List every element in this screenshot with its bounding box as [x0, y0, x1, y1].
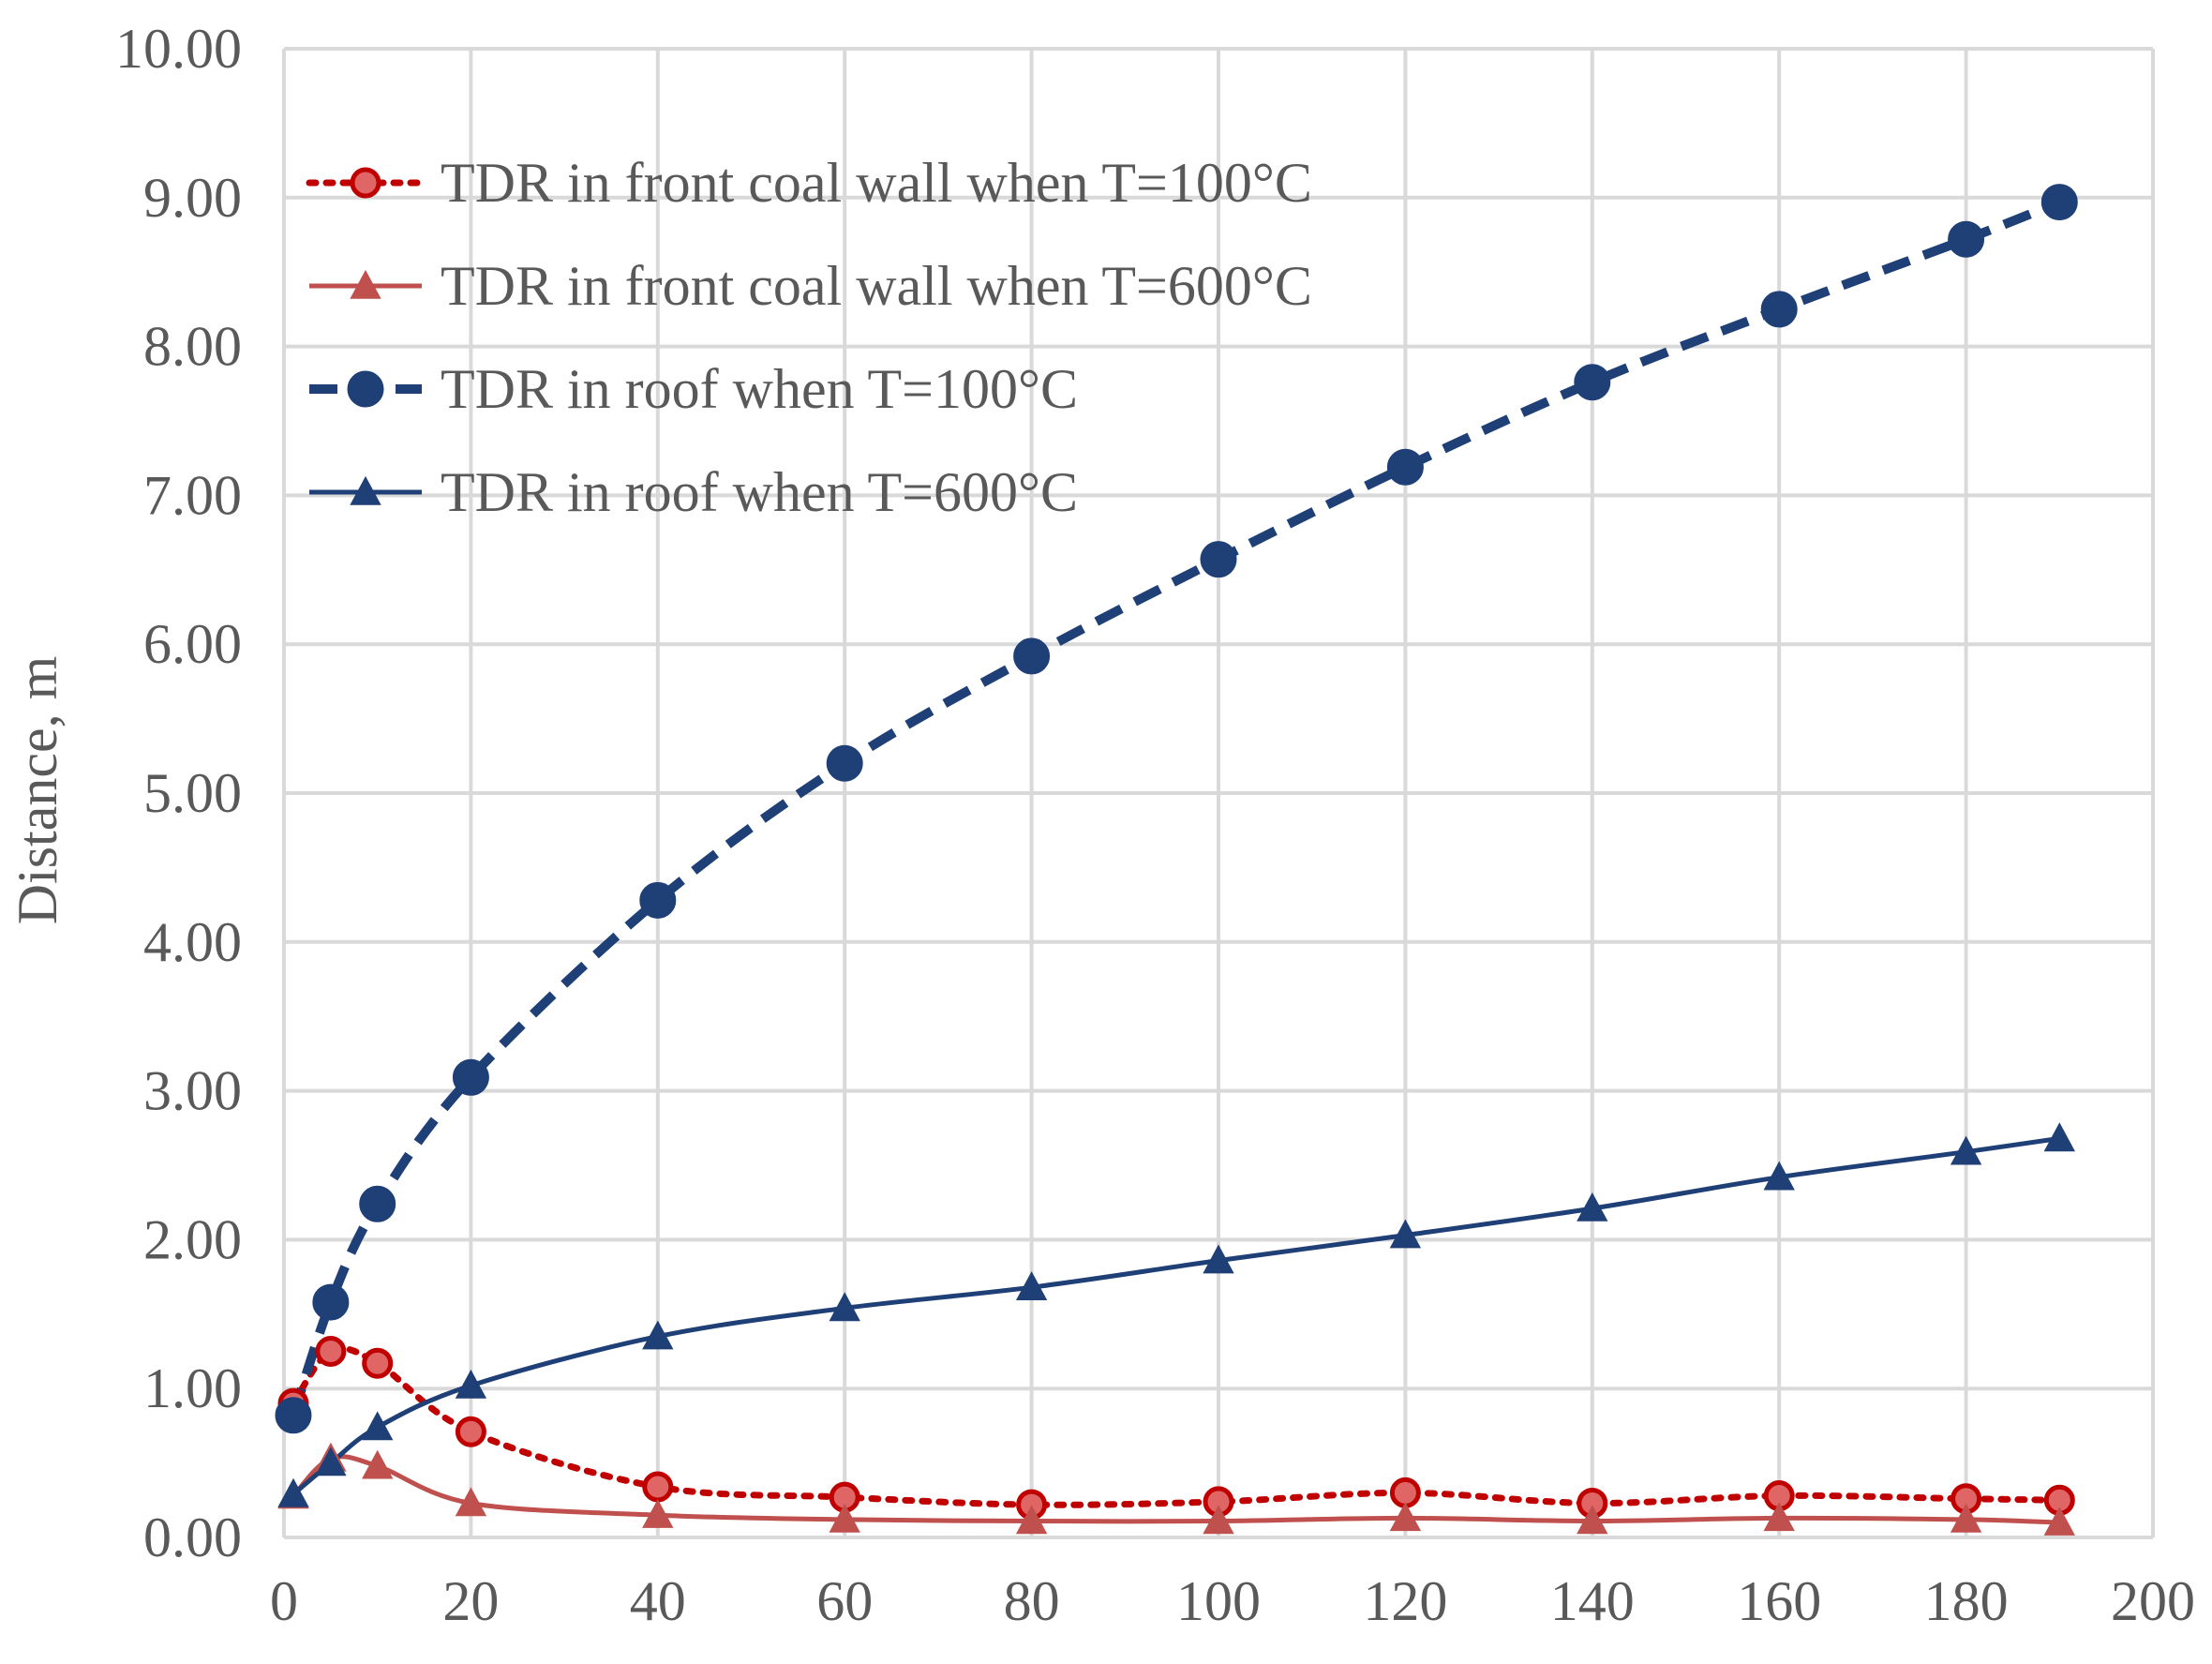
data-point-series-2	[642, 1499, 674, 1528]
data-point-series-3	[1013, 637, 1051, 675]
data-point-series-4	[2043, 1122, 2075, 1152]
x-tick-label: 40	[630, 1570, 686, 1632]
data-point-series-4	[1577, 1192, 1608, 1222]
data-point-series-2	[2043, 1506, 2075, 1536]
data-point-series-2	[1389, 1502, 1422, 1532]
legend-label-1: TDR in front coal wall when T=100°C	[441, 152, 1312, 214]
y-tick-label: 3.00	[143, 1060, 242, 1122]
y-tick-label: 7.00	[143, 464, 242, 526]
legend-marker-4	[350, 475, 381, 505]
data-point-series-2	[362, 1449, 394, 1479]
data-point-series-2	[455, 1487, 487, 1517]
data-point-series-3	[639, 881, 677, 919]
y-tick-label: 0.00	[143, 1507, 242, 1568]
y-tick-label: 4.00	[143, 911, 242, 973]
legend-marker-3	[347, 370, 384, 408]
x-tick-label: 200	[2111, 1570, 2195, 1632]
data-point-series-2	[1203, 1505, 1234, 1535]
data-point-series-1	[362, 1347, 394, 1379]
y-tick-label: 1.00	[143, 1357, 242, 1419]
data-point-series-1	[315, 1336, 347, 1367]
axes: 0 20 40 60 80 100 120 140 160 180 200 0.00 1.00 2.00 3…	[115, 18, 2195, 1632]
data-point-series-2	[1015, 1505, 1048, 1535]
x-tick-label: 140	[1550, 1570, 1635, 1632]
data-point-series-3	[2040, 184, 2078, 221]
data-point-series-1	[642, 1471, 674, 1503]
legend-label-2: TDR in front coal wall when T=600°C	[441, 255, 1312, 317]
y-axis-title: Distance, m	[7, 656, 68, 925]
data-point-series-4	[1389, 1219, 1422, 1249]
data-point-series-4	[1015, 1271, 1048, 1300]
y-tick-label: 2.00	[143, 1208, 242, 1270]
data-point-series-4	[315, 1447, 347, 1477]
data-point-series-3	[1574, 364, 1611, 401]
x-tick-label: 60	[816, 1570, 873, 1632]
data-point-series-3	[1760, 291, 1798, 328]
x-tick-label: 120	[1363, 1570, 1447, 1632]
legend-marker-2	[350, 269, 381, 299]
data-point-series-2	[1763, 1502, 1795, 1532]
data-point-series-2	[1950, 1503, 1982, 1533]
data-point-series-3	[1948, 220, 1985, 258]
data-point-series-4	[829, 1292, 860, 1322]
x-tick-label: 160	[1737, 1570, 1821, 1632]
data-point-series-3	[275, 1397, 312, 1434]
data-point-series-2	[1577, 1505, 1608, 1535]
legend: TDR in front coal wall when T=100°C TDR i…	[306, 152, 1312, 523]
data-point-series-4	[277, 1477, 309, 1507]
x-tick-label: 100	[1176, 1570, 1261, 1632]
x-tick-label: 180	[1924, 1570, 2009, 1632]
y-tick-label: 5.00	[143, 762, 242, 824]
series-markers	[275, 184, 2078, 1536]
gridlines	[282, 47, 2155, 1539]
x-tick-label: 20	[442, 1570, 499, 1632]
data-point-series-4	[1203, 1244, 1234, 1274]
data-point-series-4	[642, 1320, 674, 1350]
data-point-series-2	[829, 1503, 860, 1533]
legend-label-4: TDR in roof when T=600°C	[441, 461, 1078, 523]
data-point-series-3	[312, 1283, 350, 1321]
data-point-series-1	[1389, 1477, 1421, 1508]
legend-marker-1	[350, 167, 381, 199]
data-point-series-1	[455, 1416, 486, 1447]
data-point-series-3	[826, 744, 863, 782]
legend-label-3: TDR in roof when T=100°C	[441, 358, 1078, 420]
data-point-series-3	[452, 1058, 489, 1096]
data-point-series-3	[1386, 448, 1424, 486]
data-point-series-4	[1763, 1161, 1795, 1191]
y-tick-label: 6.00	[143, 613, 242, 675]
data-point-series-4	[1950, 1135, 1982, 1165]
data-point-series-3	[1200, 541, 1237, 578]
x-tick-label: 80	[1004, 1570, 1060, 1632]
data-point-series-4	[455, 1369, 487, 1399]
data-point-series-3	[359, 1185, 396, 1222]
x-tick-label: 0	[270, 1570, 298, 1632]
y-tick-label: 10.00	[115, 18, 242, 80]
y-tick-label: 8.00	[143, 316, 242, 378]
y-tick-label: 9.00	[143, 167, 242, 229]
data-point-series-4	[362, 1411, 394, 1441]
